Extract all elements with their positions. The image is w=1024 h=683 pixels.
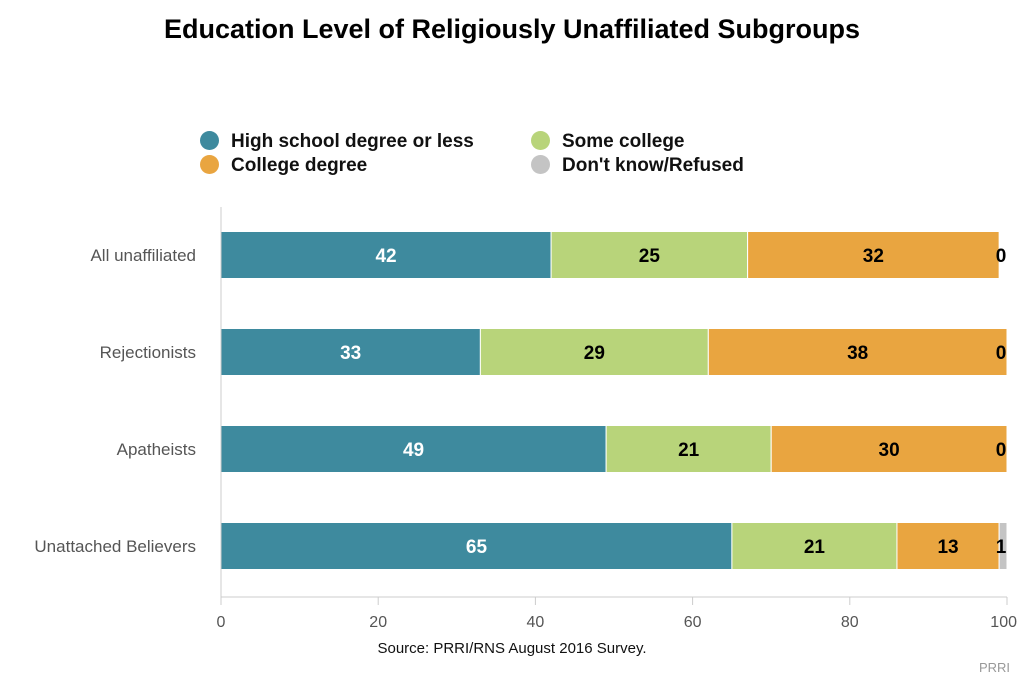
legend-label-some-college: Some college bbox=[562, 131, 685, 152]
bar-segment bbox=[605, 425, 772, 473]
legend-item-college-degree: College degree bbox=[200, 155, 367, 177]
bar-segment bbox=[731, 522, 898, 570]
bar-value-label: 13 bbox=[937, 537, 958, 558]
bar-value-label: 33 bbox=[340, 343, 361, 364]
bar-value-label: 0 bbox=[996, 343, 1007, 364]
bar-segment bbox=[220, 522, 733, 570]
legend-item-some-college: Some college bbox=[531, 131, 685, 153]
source-note: Source: PRRI/RNS August 2016 Survey. bbox=[377, 640, 647, 657]
bar-segment bbox=[747, 231, 1000, 279]
legend-swatch-dont-know bbox=[531, 155, 550, 174]
bar-segment bbox=[220, 328, 481, 376]
bar-value-label: 25 bbox=[639, 246, 661, 267]
x-tick-label: 40 bbox=[527, 614, 545, 631]
credit-label: PRRI bbox=[978, 660, 1010, 675]
bar-value-label: 29 bbox=[584, 343, 605, 364]
category-label: Rejectionists bbox=[100, 343, 196, 362]
bar-value-label: 49 bbox=[403, 440, 424, 461]
x-tick-label: 20 bbox=[369, 614, 387, 631]
bar-value-label: 0 bbox=[996, 246, 1007, 267]
x-tick-label: 0 bbox=[217, 614, 226, 631]
legend-swatch-high-school bbox=[200, 131, 219, 150]
bar-value-label: 1 bbox=[996, 537, 1007, 558]
bar-value-label: 65 bbox=[466, 537, 488, 558]
bar-segment bbox=[479, 328, 709, 376]
x-tick-label: 100 bbox=[990, 614, 1017, 631]
bar-value-label: 38 bbox=[847, 343, 868, 364]
legend-label-college-degree: College degree bbox=[231, 155, 368, 176]
legend: High school degree or less Some college … bbox=[200, 131, 800, 181]
legend-item-dont-know: Don't know/Refused bbox=[531, 155, 744, 177]
legend-label-high-school: High school degree or less bbox=[231, 131, 474, 152]
category-label: All unaffiliated bbox=[90, 246, 196, 265]
chart-title: Education Level of Religiously Unaffilia… bbox=[163, 14, 861, 44]
bar-value-label: 42 bbox=[375, 246, 396, 267]
legend-label-dont-know: Don't know/Refused bbox=[562, 155, 744, 176]
category-label: Unattached Believers bbox=[34, 537, 196, 556]
bar-segment bbox=[896, 522, 1000, 570]
bar-value-label: 21 bbox=[804, 537, 826, 558]
bar-segment bbox=[220, 231, 552, 279]
bar-value-label: 30 bbox=[879, 440, 900, 461]
bar-segment bbox=[707, 328, 1008, 376]
legend-swatch-college-degree bbox=[200, 155, 219, 174]
bar-segment bbox=[998, 522, 1008, 570]
legend-swatch-some-college bbox=[531, 131, 550, 150]
x-tick-label: 80 bbox=[841, 614, 859, 631]
legend-item-high-school: High school degree or less bbox=[200, 131, 474, 153]
bar-value-label: 21 bbox=[678, 440, 700, 461]
bar-segment bbox=[550, 231, 749, 279]
bar-segment bbox=[770, 425, 1008, 473]
bar-value-label: 32 bbox=[863, 246, 884, 267]
category-label: Apatheists bbox=[117, 440, 196, 459]
x-tick-label: 60 bbox=[684, 614, 702, 631]
bar-value-label: 0 bbox=[996, 440, 1007, 461]
